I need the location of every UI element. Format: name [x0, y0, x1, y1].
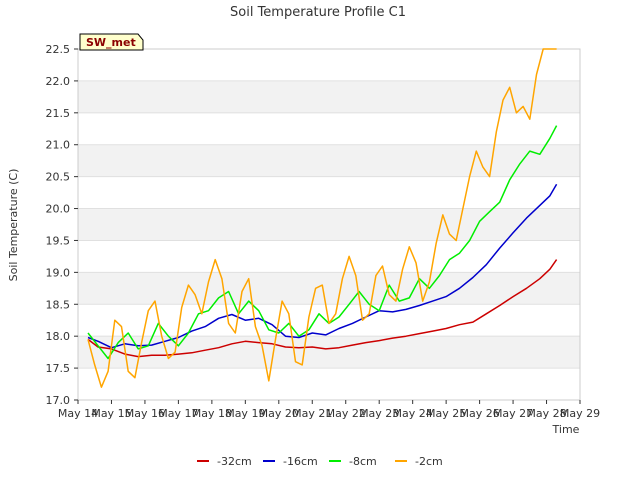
y-tick-label: 20.5	[46, 171, 71, 184]
x-tick-label: May 23	[359, 407, 399, 420]
x-tick-label: May 18	[192, 407, 232, 420]
x-tick-label: May 24	[393, 407, 433, 420]
x-tick-label: May 28	[526, 407, 566, 420]
x-tick-label: May 17	[158, 407, 198, 420]
legend-item: -8cm	[329, 455, 377, 468]
legend-label: -2cm	[415, 455, 443, 468]
y-tick-label: 21.5	[46, 107, 71, 120]
x-tick-label: May 20	[259, 407, 299, 420]
y-axis-ticks: 17.0 17.5 18.0 18.5 19.0 19.5 20.0 20.5 21.0 21.5…	[46, 43, 78, 407]
chart-title: Soil Temperature Profile C1	[230, 5, 406, 20]
x-tick-label: May 14	[58, 407, 98, 420]
y-tick-label: 18.0	[46, 330, 71, 343]
y-tick-label: 17.0	[46, 394, 71, 407]
legend: -32cm -16cm -8cm -2cm	[197, 455, 443, 468]
y-tick-label: 22.5	[46, 43, 71, 56]
x-tick-label: May 26	[459, 407, 499, 420]
grid-band	[78, 80, 580, 113]
grid-band	[78, 208, 580, 241]
grid-band	[78, 112, 580, 145]
legend-item: -16cm	[263, 455, 318, 468]
legend-item: -32cm	[197, 455, 252, 468]
plot-frame	[77, 48, 581, 401]
x-tick-label: May 27	[493, 407, 533, 420]
grid-band	[78, 240, 580, 273]
series-line-16cm	[87, 183, 558, 349]
x-tick-label: May 22	[326, 407, 366, 420]
y-tick-label: 21.0	[46, 139, 71, 152]
x-tick-label: May 15	[91, 407, 131, 420]
y-axis-label: Soil Temperature (C)	[7, 169, 20, 282]
grid-band	[78, 176, 580, 209]
y-tick-label: 17.5	[46, 362, 71, 375]
grid-band	[78, 272, 580, 305]
series-line-2cm	[87, 48, 557, 388]
y-tick-label: 18.5	[46, 298, 71, 311]
legend-label: -16cm	[283, 455, 318, 468]
badge-label: SW_met	[86, 36, 136, 49]
grid-band	[78, 368, 580, 400]
legend-label: -8cm	[349, 455, 377, 468]
x-tick-label: May 25	[426, 407, 466, 420]
plot-border	[77, 48, 581, 401]
y-tick-label: 20.0	[46, 203, 71, 216]
series-line-32cm	[87, 259, 558, 358]
grid-bands	[78, 48, 580, 401]
x-tick-label: May 21	[292, 407, 332, 420]
legend-label: -32cm	[217, 455, 252, 468]
series-line-8cm	[87, 125, 558, 360]
x-tick-label: May 16	[125, 407, 165, 420]
y-tick-label: 19.0	[46, 266, 71, 279]
x-tick-label: May 29	[560, 407, 600, 420]
x-tick-label: May 19	[225, 407, 265, 420]
grid-band	[78, 336, 580, 369]
sw-met-badge: SW_met	[79, 33, 144, 51]
y-tick-label: 22.0	[46, 75, 71, 88]
legend-item: -2cm	[395, 455, 443, 468]
series-lines	[87, 48, 558, 388]
grid-band	[78, 144, 580, 177]
x-axis-label: Time	[552, 423, 580, 436]
grid-band	[78, 49, 580, 81]
y-tick-label: 19.5	[46, 234, 71, 247]
